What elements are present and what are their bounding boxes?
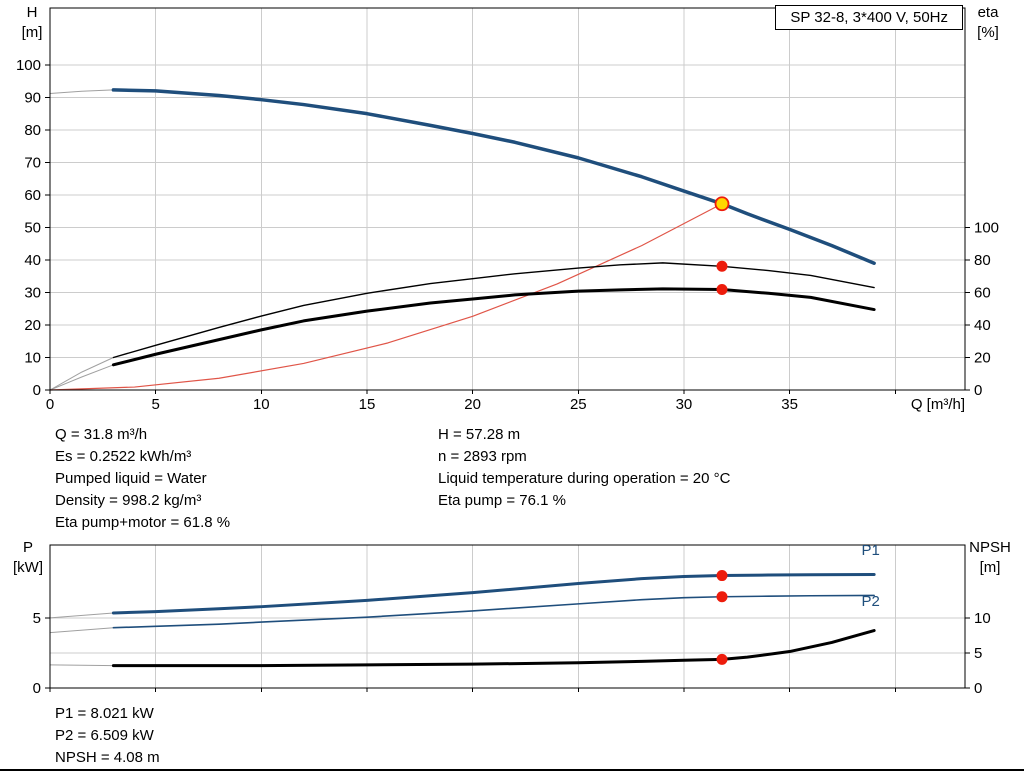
left-y-tick-label: 0 bbox=[33, 680, 41, 697]
p1-extension bbox=[49, 612, 114, 619]
left-y-tick-label: 90 bbox=[24, 89, 41, 106]
left-y-tick-label: 50 bbox=[24, 219, 41, 236]
left-y-tick-label: 40 bbox=[24, 252, 41, 269]
right-y-tick-label: 5 bbox=[974, 645, 982, 662]
pump-title-box: SP 32-8, 3*400 V, 50Hz bbox=[775, 5, 963, 30]
plot-border bbox=[49, 7, 966, 391]
left-y-tick-label: 70 bbox=[24, 154, 41, 171]
result-es: Es = 0.2522 kWh/m³ bbox=[55, 448, 192, 465]
p1-curve bbox=[111, 572, 876, 615]
result-q: Q = 31.8 m³/h bbox=[55, 426, 148, 443]
p-axis-symbol: P bbox=[22, 539, 33, 556]
right-y-tick-label: 40 bbox=[974, 317, 991, 334]
result-h: H = 57.28 m bbox=[438, 426, 521, 443]
q-axis-title: Q [m³/h] bbox=[910, 396, 965, 413]
x-tick-label: 15 bbox=[359, 396, 376, 413]
npsh-axis-symbol: NPSH bbox=[969, 539, 1011, 556]
eta-pump-point bbox=[716, 260, 728, 272]
right-y-tick-label: 20 bbox=[974, 349, 991, 366]
result-density: Density = 998.2 kg/m³ bbox=[55, 492, 202, 509]
result-n: n = 2893 rpm bbox=[438, 448, 527, 465]
h-axis-symbol: H bbox=[26, 4, 38, 21]
left-y-tick-label: 60 bbox=[24, 187, 41, 204]
npsh-point bbox=[716, 653, 728, 665]
eta-pump-motor-point bbox=[716, 284, 728, 296]
h-curve bbox=[111, 88, 876, 265]
p-axis-title: P [kW] bbox=[6, 538, 50, 578]
p2-extension bbox=[49, 627, 114, 634]
curve-label-P2: P2 bbox=[861, 593, 879, 610]
left-y-tick-label: 20 bbox=[24, 317, 41, 334]
eta-pump-motor-curve bbox=[111, 287, 876, 367]
results-top-right: H = 57.28 m n = 2893 rpm Liquid temperat… bbox=[438, 424, 730, 512]
left-y-tick-label: 10 bbox=[24, 349, 41, 366]
h-axis-unit: [m] bbox=[21, 24, 43, 41]
result-temperature: Liquid temperature during operation = 20… bbox=[438, 470, 731, 487]
left-y-tick-label: 5 bbox=[33, 610, 41, 627]
right-y-tick-label: 0 bbox=[974, 680, 982, 697]
eta-axis-title: eta [%] bbox=[966, 3, 1010, 43]
result-p1: P1 = 8.021 kW bbox=[55, 705, 154, 722]
p-axis-unit: [kW] bbox=[13, 559, 43, 576]
npsh-extension bbox=[49, 664, 114, 667]
results-top-left: Q = 31.8 m³/h Es = 0.2522 kWh/m³ Pumped … bbox=[55, 424, 230, 534]
eta-pump-motor-extension bbox=[49, 364, 114, 391]
plot-border bbox=[49, 544, 966, 689]
npsh-curve bbox=[111, 629, 876, 668]
left-y-tick-label: 100 bbox=[16, 57, 41, 74]
x-tick-label: 25 bbox=[570, 396, 587, 413]
system-curve bbox=[49, 203, 723, 391]
left-y-tick-label: 0 bbox=[33, 382, 41, 399]
x-tick-label: 30 bbox=[676, 396, 693, 413]
eta-pump-extension bbox=[49, 356, 114, 391]
left-y-tick-label: 80 bbox=[24, 122, 41, 139]
right-y-tick-label: 60 bbox=[974, 284, 991, 301]
result-eta-pump-motor: Eta pump+motor = 61.8 % bbox=[55, 514, 231, 531]
page-bottom-border bbox=[0, 769, 1024, 771]
right-y-tick-label: 80 bbox=[974, 252, 991, 269]
eta-pump-curve bbox=[112, 262, 875, 359]
result-p2: P2 = 6.509 kW bbox=[55, 727, 154, 744]
eta-axis-symbol: eta bbox=[977, 4, 999, 21]
result-liquid: Pumped liquid = Water bbox=[55, 470, 207, 487]
x-tick-label: 10 bbox=[253, 396, 270, 413]
h-axis-title: H [m] bbox=[12, 3, 52, 43]
npsh-axis-unit: [m] bbox=[979, 559, 1001, 576]
x-tick-label: 20 bbox=[464, 396, 481, 413]
duty-point bbox=[714, 196, 730, 212]
p1-point bbox=[716, 570, 728, 582]
result-eta-pump: Eta pump = 76.1 % bbox=[438, 492, 566, 509]
eta-axis-unit: [%] bbox=[977, 24, 999, 41]
h-curve-extension bbox=[49, 89, 114, 95]
p2-curve bbox=[112, 594, 875, 629]
npsh-axis-title: NPSH [m] bbox=[962, 538, 1018, 578]
x-tick-label: 35 bbox=[781, 396, 798, 413]
results-bottom: P1 = 8.021 kW P2 = 6.509 kW NPSH = 4.08 … bbox=[55, 703, 160, 769]
right-y-tick-label: 10 bbox=[974, 610, 991, 627]
p2-point bbox=[716, 591, 728, 603]
x-tick-label: 5 bbox=[151, 396, 159, 413]
left-y-tick-label: 30 bbox=[24, 284, 41, 301]
right-y-tick-label: 0 bbox=[974, 382, 982, 399]
x-tick-label: 0 bbox=[46, 396, 54, 413]
right-y-tick-label: 100 bbox=[974, 219, 999, 236]
result-npsh: NPSH = 4.08 m bbox=[55, 749, 160, 766]
curve-label-P1: P1 bbox=[861, 542, 879, 559]
